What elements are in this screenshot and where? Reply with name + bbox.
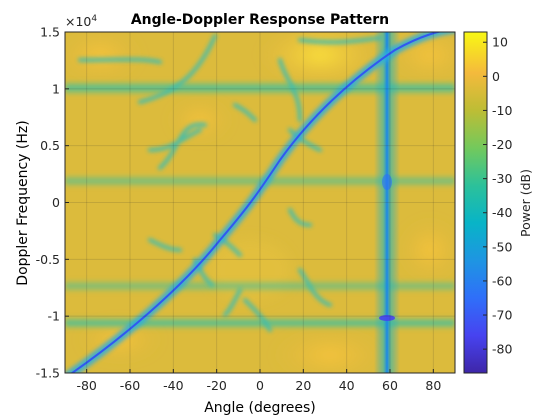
null-point (379, 315, 395, 321)
y-tick-label: -1.5 (36, 366, 60, 381)
x-tick-label: -40 (163, 378, 183, 393)
x-tick-label: -60 (120, 378, 140, 393)
x-tick-label: -80 (76, 378, 96, 393)
colorbar-tick-label: -80 (492, 342, 512, 357)
x-tick-label: 0 (256, 378, 264, 393)
heatmap-area (65, 32, 455, 373)
clutter-ridge (70, 32, 443, 373)
chart-title: Angle-Doppler Response Pattern (131, 12, 389, 28)
y-tick-label: 0.5 (40, 138, 60, 153)
y-tick-label: 0 (52, 195, 60, 210)
x-tick-label: -20 (206, 378, 226, 393)
x-tick-label: 40 (339, 378, 355, 393)
x-tick-label: 20 (295, 378, 311, 393)
colorbar-tick-label: -40 (492, 205, 512, 220)
null-point (382, 174, 392, 190)
y-tick-label: 1 (52, 81, 60, 96)
colorbar-tick-label: 0 (492, 69, 500, 84)
x-axis-label: Angle (degrees) (204, 400, 316, 416)
colorbar-tick-label: -50 (492, 239, 512, 254)
y-tick-label: -1 (48, 309, 60, 324)
colorbar-tick-label: -30 (492, 171, 512, 186)
y-tick-label: -0.5 (36, 252, 60, 267)
colorbar-ticks: 10 0 -10 -20 -30 -40 -50 -60 -70 -80 (483, 35, 512, 357)
colorbar-tick-label: -60 (492, 273, 512, 288)
x-tick-label: 80 (425, 378, 441, 393)
y-exponent-label: ×104 (65, 14, 97, 29)
y-axis-ticks: -1.5 -1 -0.5 0 0.5 1 1.5 (36, 25, 69, 381)
colorbar-tick-label: 10 (492, 35, 508, 50)
colorbar-tick-label: -20 (492, 137, 512, 152)
colorbar-tick-label: -70 (492, 308, 512, 323)
colorbar-label: Power (dB) (518, 169, 533, 237)
y-tick-label: 1.5 (40, 25, 60, 40)
x-axis-ticks: -80 -60 -40 -20 0 20 40 60 80 (76, 369, 441, 393)
heatmap-sidelobe-curves (78, 34, 382, 332)
colorbar-tick-label: -10 (492, 103, 512, 118)
x-tick-label: 60 (382, 378, 398, 393)
y-axis-label: Doppler Frequency (Hz) (15, 120, 31, 285)
colorbar (463, 31, 488, 374)
